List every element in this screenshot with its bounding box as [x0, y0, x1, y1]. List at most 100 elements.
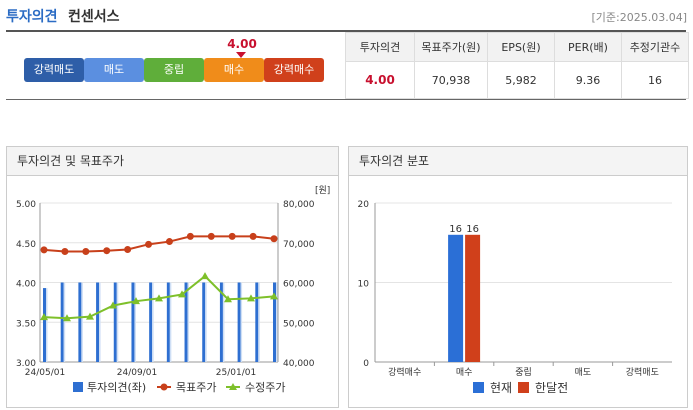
- consensus-table-header-row: 투자의견 목표주가(원) EPS(원) PER(배) 추정기관수: [345, 32, 689, 62]
- y-left-tick-label: 5.00: [16, 200, 36, 210]
- y-tick-label: 0: [363, 359, 369, 369]
- opinion-bar: [184, 282, 188, 362]
- opinion-bar: [113, 282, 117, 362]
- opinion-bar-shade: [240, 282, 243, 362]
- opinion-bar: [166, 282, 170, 362]
- target-price-point: [207, 232, 215, 240]
- header-title-opinion: 투자의견: [6, 9, 58, 25]
- target-price-point: [61, 247, 69, 255]
- adjusted-price-point: [109, 301, 117, 309]
- legend-label-current: 현재: [490, 381, 512, 395]
- y-right-tick-label: 40,000: [283, 359, 315, 369]
- opinion-bar-shade: [222, 282, 225, 362]
- opinion-bar-shade: [81, 282, 83, 362]
- target-price-point: [228, 232, 236, 240]
- consensus-header: 투자의견 컨센서스 [기준:2025.03.04]: [0, 0, 693, 30]
- legend-marker-adjusted: [229, 383, 237, 390]
- legend-marker-target: [160, 383, 168, 391]
- adjusted-price-point: [155, 294, 163, 302]
- x-tick-label: 24/09/01: [117, 368, 157, 378]
- eps-value: 5,982: [487, 61, 555, 99]
- x-tick-label: 25/01/01: [216, 368, 256, 378]
- y-tick-label: 10: [358, 280, 370, 290]
- per-value: 9.36: [554, 61, 622, 99]
- opinion-scale-segment: 강력매도: [24, 58, 84, 82]
- opinion-bar-shade: [46, 288, 48, 362]
- x-tick-label: 강력매도: [626, 366, 659, 378]
- reference-date: [기준:2025.03.04]: [591, 11, 687, 24]
- legend-label-month-ago: 한달전: [535, 381, 568, 395]
- opinion-bar: [219, 282, 223, 362]
- y-left-tick-label: 4.00: [16, 280, 36, 290]
- legend-label-target: 목표주가: [176, 381, 216, 394]
- legend-label-adjusted: 수정주가: [245, 381, 285, 394]
- opinion-target-title: 투자의견 및 목표주가: [7, 147, 338, 176]
- target-price-point: [103, 247, 111, 255]
- legend-swatch-month-ago: [518, 382, 529, 393]
- target-price-point: [165, 238, 173, 246]
- opinion-bar: [78, 282, 82, 362]
- opinion-bar-shade: [116, 282, 119, 362]
- adjusted-price-point: [132, 297, 140, 305]
- col-target-price: 목표주가(원): [414, 32, 488, 62]
- x-tick-label: 24/05/01: [25, 368, 65, 378]
- analyst-count-value: 16: [621, 61, 689, 99]
- consensus-table-value-row: 4.00 70,938 5,982 9.36 16: [345, 61, 689, 99]
- distribution-bar: [465, 234, 481, 362]
- adjusted-price-point: [178, 290, 186, 298]
- opinion-bar-shade: [187, 282, 190, 362]
- opinion-scale-segment: 강력매수: [264, 58, 324, 82]
- adjusted-price-point: [40, 313, 48, 321]
- col-per: PER(배): [554, 32, 622, 62]
- y-left-tick-label: 3.50: [16, 319, 36, 329]
- opinion-value: 4.00: [345, 61, 415, 99]
- x-tick-label: 중립: [515, 367, 532, 378]
- opinion-target-panel: 투자의견 및 목표주가: [6, 146, 339, 408]
- adjusted-price-point: [247, 294, 255, 302]
- opinion-bar-shade: [152, 282, 154, 362]
- x-tick-label: 매수: [456, 367, 473, 378]
- distribution-bar: [448, 234, 464, 362]
- y-right-tick-label: 80,000: [283, 200, 315, 210]
- target-price-point: [249, 232, 257, 240]
- adjusted-price-point: [86, 312, 94, 320]
- bar-value-label: 16: [466, 224, 479, 235]
- opinion-bar: [202, 282, 206, 362]
- legend-label-opinion: 투자의견(좌): [87, 381, 146, 394]
- opinion-bar: [273, 282, 276, 362]
- opinion-bar-shade: [205, 282, 207, 362]
- consensus-table: 투자의견 목표주가(원) EPS(원) PER(배) 추정기관수 4.00 70…: [345, 32, 689, 99]
- opinion-scale-segment: 매수: [204, 58, 264, 82]
- y-right-tick-label: 50,000: [283, 319, 315, 329]
- opinion-bar: [149, 282, 153, 362]
- y-tick-label: 20: [358, 200, 370, 210]
- header-divider: [6, 30, 686, 32]
- target-price-point: [145, 240, 153, 248]
- target-price-point: [40, 246, 48, 254]
- y-left-tick-label: 3.00: [16, 359, 36, 369]
- target-price-point: [124, 246, 132, 254]
- legend-swatch-opinion: [73, 382, 83, 392]
- opinion-distribution-title: 투자의견 분포: [349, 147, 687, 176]
- header-title-consensus: 컨센서스: [68, 9, 120, 25]
- opinion-bar-shade: [99, 282, 101, 362]
- legend-swatch-current: [473, 382, 484, 393]
- opinion-bar-shade: [276, 282, 278, 362]
- adjusted-price-point: [63, 314, 71, 322]
- y-right-tick-label: 70,000: [283, 240, 315, 250]
- adjusted-price-point: [201, 272, 209, 280]
- opinion-bar-shade: [169, 282, 172, 362]
- x-tick-label: 매도: [575, 367, 592, 378]
- opinion-bar: [60, 282, 64, 362]
- target-price-value: 70,938: [414, 61, 488, 99]
- col-opinion: 투자의견: [345, 32, 415, 62]
- opinion-bar-shade: [134, 282, 136, 362]
- y-right-unit-label: [원]: [315, 185, 330, 196]
- current-opinion-marker: [236, 52, 246, 58]
- y-right-tick-label: 60,000: [283, 280, 315, 290]
- opinion-bar: [43, 288, 46, 362]
- bar-value-label: 16: [449, 224, 462, 235]
- opinion-distribution-panel: 투자의견 분포: [348, 146, 688, 408]
- opinion-bar-shade: [63, 282, 66, 362]
